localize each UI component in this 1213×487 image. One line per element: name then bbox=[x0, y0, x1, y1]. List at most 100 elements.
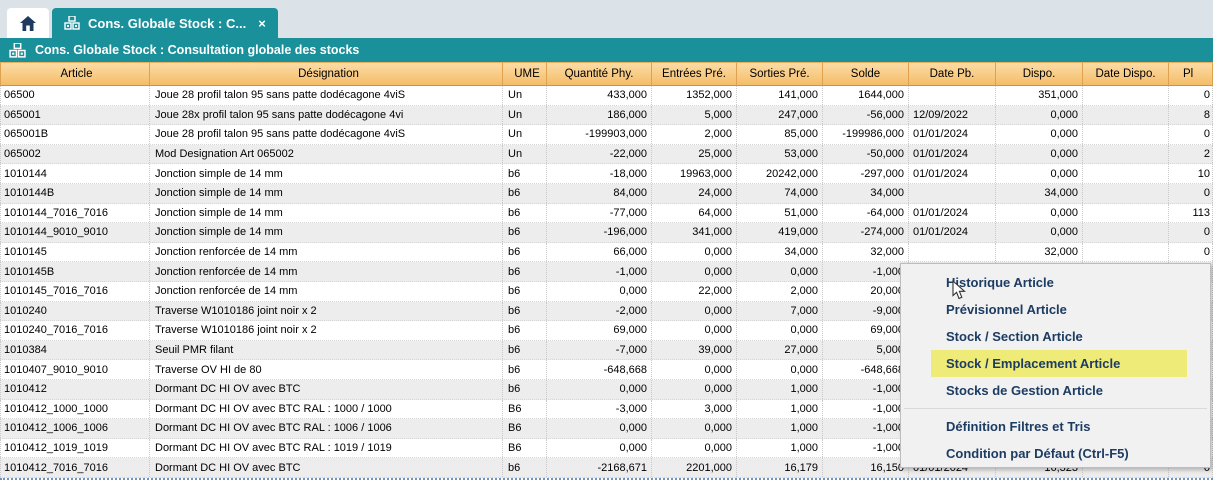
tab-close-icon[interactable]: × bbox=[258, 15, 266, 31]
cell: Jonction simple de 14 mm bbox=[150, 183, 503, 203]
cell: -9,000 bbox=[823, 301, 909, 321]
cell: 1010240_7016_7016 bbox=[0, 321, 150, 340]
cell: Jonction simple de 14 mm bbox=[150, 203, 503, 223]
menu-item-2[interactable]: Stock / Section Article bbox=[946, 329, 1083, 344]
table-row[interactable]: 06500 Joue 28 profil talon 95 sans patte … bbox=[0, 86, 1213, 106]
cell: 5,000 bbox=[652, 105, 737, 125]
table-row[interactable]: 1010144_7016_7016 Jonction simple de 14 m… bbox=[0, 203, 1213, 224]
cell: 2,000 bbox=[652, 125, 737, 144]
menu-item-4[interactable]: Stocks de Gestion Article bbox=[946, 383, 1104, 398]
cell: -1,000 bbox=[823, 262, 909, 281]
cell: Mod Designation Art 065002 bbox=[150, 144, 503, 164]
cell: 0,000 bbox=[652, 301, 737, 321]
cell: 0,000 bbox=[996, 144, 1083, 164]
cell: -22,000 bbox=[547, 144, 652, 164]
column-header-3[interactable]: Quantité Phy. bbox=[547, 62, 652, 86]
table-row[interactable]: 065002 Mod Designation Art 065002 Un -22,00… bbox=[0, 144, 1213, 165]
cell bbox=[909, 183, 996, 203]
table-row[interactable]: 1010145 Jonction renforcée de 14 mm b6 66,0… bbox=[0, 242, 1213, 263]
column-header-6[interactable]: Solde bbox=[823, 62, 909, 86]
cell: 10 bbox=[1169, 164, 1213, 183]
cell: 8 bbox=[1169, 105, 1213, 125]
cell: 1010412_7016_7016 bbox=[0, 458, 150, 477]
cell: 0,000 bbox=[737, 321, 823, 340]
column-header-4[interactable]: Entrées Pré. bbox=[652, 62, 737, 86]
menu-item-1[interactable]: Prévisionnel Article bbox=[946, 302, 1067, 317]
cell: 32,000 bbox=[823, 242, 909, 262]
cell: 24,000 bbox=[652, 183, 737, 203]
stock-box-icon bbox=[9, 42, 26, 58]
cell: 0,000 bbox=[547, 379, 652, 399]
cell: 7,000 bbox=[737, 301, 823, 321]
cell: Jonction simple de 14 mm bbox=[150, 223, 503, 242]
cell bbox=[1083, 125, 1169, 144]
cell: 351,000 bbox=[996, 86, 1083, 105]
cell: 141,000 bbox=[737, 86, 823, 105]
cell: b6 bbox=[503, 223, 547, 242]
menu-item-0[interactable]: Historique Article bbox=[946, 275, 1054, 290]
table-row[interactable]: 1010144B Jonction simple de 14 mm b6 84,000… bbox=[0, 183, 1213, 204]
cell: Jonction simple de 14 mm bbox=[150, 164, 503, 183]
cell bbox=[1083, 86, 1169, 105]
cell bbox=[1083, 144, 1169, 164]
cell: 1010240 bbox=[0, 301, 150, 321]
cell: 247,000 bbox=[737, 105, 823, 125]
table-row[interactable]: 065001B Joue 28 profil talon 95 sans patt… bbox=[0, 125, 1213, 145]
column-header-7[interactable]: Date Pb. bbox=[909, 62, 996, 86]
tab-cons-globale-stock[interactable]: Cons. Globale Stock : C... × bbox=[52, 8, 278, 38]
cell: 0,000 bbox=[652, 360, 737, 379]
table-row[interactable]: 1010144 Jonction simple de 14 mm b6 -18,000… bbox=[0, 164, 1213, 184]
cell bbox=[1083, 203, 1169, 223]
menu-item-5[interactable]: Définition Filtres et Tris bbox=[946, 419, 1091, 434]
cell: 0,000 bbox=[652, 438, 737, 458]
cell: 1644,000 bbox=[823, 86, 909, 105]
column-header-0[interactable]: Article bbox=[0, 62, 150, 86]
cell: 1010384 bbox=[0, 340, 150, 360]
cell: Dormant DC HI OV avec BTC bbox=[150, 379, 503, 399]
cell: 065001 bbox=[0, 105, 150, 125]
cell: 1010144_9010_9010 bbox=[0, 223, 150, 242]
window-title-bar: Cons. Globale Stock : Consultation globa… bbox=[0, 38, 1213, 62]
cell: 0,000 bbox=[547, 281, 652, 301]
cell: -64,000 bbox=[823, 203, 909, 223]
cell: 69,000 bbox=[547, 321, 652, 340]
table-row[interactable]: 065001 Joue 28x profil talon 95 sans patt… bbox=[0, 105, 1213, 126]
tab-home[interactable] bbox=[7, 8, 49, 38]
cell: b6 bbox=[503, 379, 547, 399]
cell: -18,000 bbox=[547, 164, 652, 183]
page-title: Cons. Globale Stock : Consultation globa… bbox=[35, 43, 360, 57]
cell: 01/01/2024 bbox=[909, 144, 996, 164]
cell bbox=[909, 242, 996, 262]
cell: -1,000 bbox=[823, 438, 909, 458]
cell: Un bbox=[503, 86, 547, 105]
cell: b6 bbox=[503, 458, 547, 477]
cell: -196,000 bbox=[547, 223, 652, 242]
cell: -7,000 bbox=[547, 340, 652, 360]
cell: 0 bbox=[1169, 223, 1213, 242]
column-header-5[interactable]: Sorties Pré. bbox=[737, 62, 823, 86]
cell: b6 bbox=[503, 164, 547, 183]
table-row[interactable]: 1010144_9010_9010 Jonction simple de 14 m… bbox=[0, 223, 1213, 243]
cell: Un bbox=[503, 105, 547, 125]
context-menu: Historique Article Prévisionnel Article St… bbox=[900, 263, 1211, 468]
cell: 0 bbox=[1169, 125, 1213, 144]
column-header-1[interactable]: Désignation bbox=[150, 62, 503, 86]
cell: 16,179 bbox=[737, 458, 823, 477]
cell: Seuil PMR filant bbox=[150, 340, 503, 360]
column-header-2[interactable]: UME bbox=[503, 62, 547, 86]
cell: 27,000 bbox=[737, 340, 823, 360]
cell: -77,000 bbox=[547, 203, 652, 223]
cell: -1,000 bbox=[823, 419, 909, 438]
cell: Joue 28x profil talon 95 sans patte dodé… bbox=[150, 105, 503, 125]
cell: 1010407_9010_9010 bbox=[0, 360, 150, 379]
column-header-9[interactable]: Date Dispo. bbox=[1083, 62, 1169, 86]
column-header-8[interactable]: Dispo. bbox=[996, 62, 1083, 86]
cell: Dormant DC HI OV avec BTC RAL : 1019 / 1… bbox=[150, 438, 503, 458]
menu-item-3[interactable]: Stock / Emplacement Article bbox=[931, 350, 1187, 377]
cell: 0,000 bbox=[547, 419, 652, 438]
column-header-10[interactable]: Pl bbox=[1169, 62, 1213, 86]
menu-item-6[interactable]: Condition par Défaut (Ctrl-F5) bbox=[946, 446, 1129, 461]
cell: 25,000 bbox=[652, 144, 737, 164]
cell: 39,000 bbox=[652, 340, 737, 360]
cell: b6 bbox=[503, 301, 547, 321]
